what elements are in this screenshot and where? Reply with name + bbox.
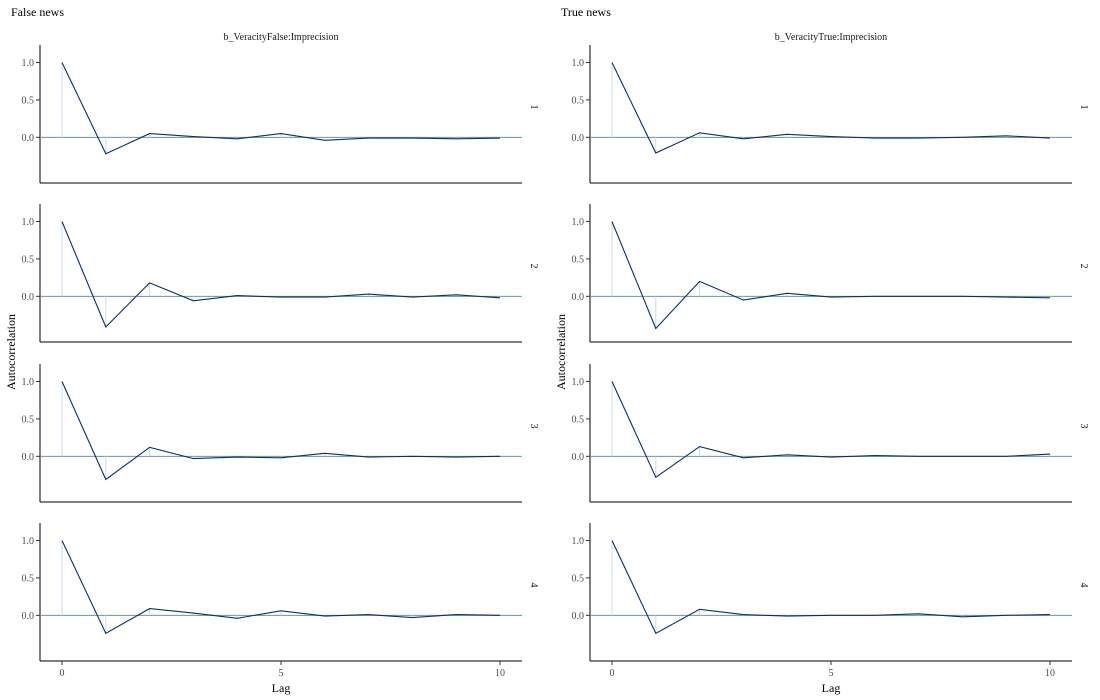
chain-panel-1: 0.0 0.5 1.0 1 [572, 45, 1089, 184]
y-tick-label: 1.0 [572, 536, 585, 547]
chain-panel-2: 0.0 0.5 1.0 2 [572, 204, 1089, 343]
facet-label: 4 [1078, 583, 1089, 588]
acf-series-line [611, 540, 1051, 635]
x-axis-title: Lag [822, 681, 841, 695]
acf-series-line [61, 221, 501, 328]
facet-label: 4 [528, 583, 539, 588]
y-tick-label: 1.0 [572, 217, 585, 228]
y-tick-label: 0.0 [572, 611, 585, 622]
facet-label: 3 [528, 424, 539, 429]
y-tick-label: 0.0 [22, 133, 35, 144]
y-tick-label: 0.5 [22, 95, 35, 106]
facet-label: 1 [1078, 105, 1089, 110]
facet-label: 2 [528, 264, 539, 269]
x-tick-label: 10 [1045, 668, 1055, 679]
chain-panel-2: 0.0 0.5 1.0 2 [22, 204, 539, 343]
facet-columns: False news b_VeracityFalse:Imprecision 0.0… [4, 5, 1089, 695]
y-tick-label: 0.5 [572, 573, 585, 584]
y-tick-label: 1.0 [22, 536, 35, 547]
facet-label: 3 [1078, 424, 1089, 429]
y-tick-label: 0.0 [22, 611, 35, 622]
acf-series-line [611, 381, 1051, 479]
y-axis-title: Autocorrelation [4, 314, 18, 390]
y-tick-label: 0.5 [22, 254, 35, 265]
chain-panel-3: 0.0 0.5 1.0 3 [572, 364, 1089, 503]
y-tick-label: 0.0 [22, 452, 35, 463]
acf-series-line [611, 221, 1051, 330]
column-title: True news [561, 5, 611, 19]
strip-title: b_VeracityFalse:Imprecision [224, 32, 339, 43]
y-tick-label: 0.0 [572, 133, 585, 144]
y-tick-label: 1.0 [572, 377, 585, 388]
x-tick-label: 5 [829, 668, 834, 679]
y-tick-label: 0.5 [572, 414, 585, 425]
y-tick-label: 1.0 [22, 377, 35, 388]
acf-series-line [61, 62, 501, 155]
acf-series-line [611, 62, 1051, 154]
y-axis-title: Autocorrelation [554, 314, 568, 390]
acf-series-line [61, 381, 501, 481]
y-tick-label: 1.0 [22, 217, 35, 228]
facet-label: 1 [528, 105, 539, 110]
x-tick-label: 0 [610, 668, 615, 679]
y-tick-label: 0.5 [22, 573, 35, 584]
facet-column-1: False news b_VeracityFalse:Imprecision 0.0… [4, 5, 539, 695]
chain-panel-4: 0.0 0.5 1.0 4 0 5 10 [572, 523, 1089, 679]
chain-panel-4: 0.0 0.5 1.0 4 0 5 10 [22, 523, 539, 679]
y-tick-label: 0.5 [572, 95, 585, 106]
chain-panel-1: 0.0 0.5 1.0 1 [22, 45, 539, 184]
y-tick-label: 0.0 [22, 292, 35, 303]
y-tick-label: 0.0 [572, 292, 585, 303]
facet-label: 2 [1078, 264, 1089, 269]
facet-column-2: True newsb_VeracityTrue:Imprecision0.00.… [554, 5, 1089, 695]
y-tick-label: 0.0 [572, 452, 585, 463]
chain-panel-3: 0.0 0.5 1.0 3 [22, 364, 539, 503]
y-tick-label: 1.0 [22, 58, 35, 69]
column-title: False news [11, 5, 64, 19]
strip-title: b_VeracityTrue:Imprecision [775, 32, 887, 43]
y-tick-label: 0.5 [572, 254, 585, 265]
x-tick-label: 0 [60, 668, 65, 679]
x-tick-label: 10 [495, 668, 505, 679]
x-axis-title: Lag [272, 681, 291, 695]
acf-series-line [61, 540, 501, 635]
y-tick-label: 0.5 [22, 414, 35, 425]
y-tick-label: 1.0 [572, 58, 585, 69]
x-tick-label: 5 [279, 668, 284, 679]
